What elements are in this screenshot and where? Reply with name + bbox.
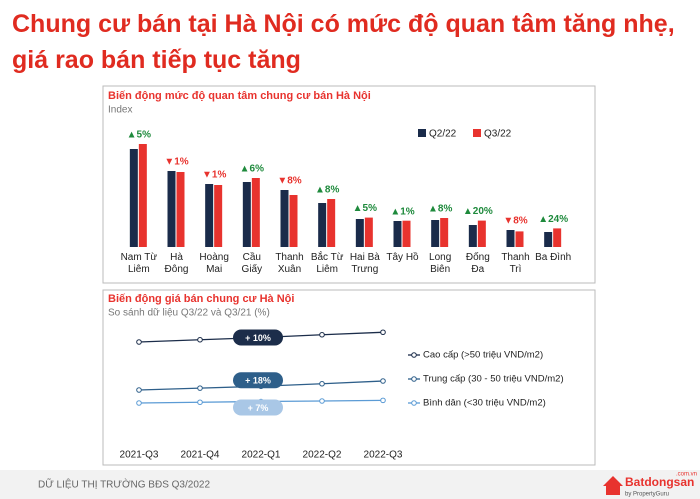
x-tick-label: 2021-Q3 — [120, 450, 159, 461]
bar — [214, 185, 223, 247]
point — [197, 336, 203, 343]
page-title: Chung cư bán tại Hà Nội có mức độ quan t… — [12, 10, 675, 74]
footer-text: DỮ LIỆU THỊ TRƯỜNG BĐS Q3/2022 — [38, 478, 210, 491]
x-tick-label: 2022-Q2 — [303, 450, 342, 461]
legend-swatch — [418, 129, 426, 137]
bar — [468, 225, 477, 247]
x-tick-label: Nam Từ Liêm — [120, 252, 158, 275]
bar — [138, 144, 147, 247]
point — [136, 400, 142, 406]
point — [197, 399, 203, 406]
bar — [506, 230, 515, 247]
x-tick-label: 2022-Q3 — [364, 450, 403, 461]
change-label: ▼1% — [202, 170, 226, 181]
bar — [167, 171, 176, 247]
bar — [327, 199, 336, 247]
bar — [176, 172, 185, 247]
x-tick-label: Thanh Xuân — [275, 252, 304, 275]
x-tick-label: Hoàng Mai — [199, 252, 229, 275]
x-tick-label: Ba Đình — [535, 252, 572, 263]
point — [319, 331, 325, 338]
x-tick-label: 2021-Q4 — [181, 450, 220, 461]
x-tick-label: Cầu Giấy — [241, 252, 263, 275]
bar — [242, 182, 251, 247]
bar — [477, 220, 486, 247]
point — [136, 387, 142, 393]
change-label: ▲5% — [127, 130, 151, 141]
logo-tagline: by PropertyGuru — [625, 492, 669, 498]
change-label: ▼8% — [277, 176, 301, 187]
point — [380, 329, 386, 336]
change-label: ▲8% — [315, 185, 339, 196]
x-tick-label: Đống Đa — [465, 252, 490, 275]
change-label: + 7% — [248, 403, 269, 413]
change-label: + 18% — [245, 376, 271, 386]
chart-subtitle: So sánh dữ liệu Q3/22 và Q3/21 (%) — [108, 308, 270, 319]
x-tick-label: 2022-Q1 — [242, 450, 281, 461]
change-label: ▲20% — [463, 206, 493, 217]
change-pill — [233, 372, 283, 389]
change-label: ▲1% — [390, 206, 414, 217]
chart-frame — [102, 85, 596, 284]
legend-label: Q2/22 — [429, 129, 457, 140]
logo-text: Batdongsan — [625, 475, 694, 489]
x-tick-label: Bắc Từ Liêm — [310, 252, 344, 275]
change-label: ▲8% — [428, 204, 452, 215]
chart-frame — [102, 289, 596, 466]
chart-title: Biến động giá bán chung cư Hà Nội — [108, 293, 294, 305]
x-tick-label: Long Biên — [429, 252, 452, 275]
logo-icon — [603, 476, 623, 495]
bar — [355, 219, 364, 247]
change-label: ▲24% — [538, 214, 568, 225]
bar — [440, 218, 449, 247]
bar — [553, 228, 562, 247]
bar — [129, 149, 138, 247]
legend-swatch — [473, 129, 481, 137]
change-label: ▼1% — [164, 157, 188, 168]
footer-band — [0, 470, 700, 499]
legend-marker — [411, 376, 417, 382]
point — [197, 385, 203, 391]
point — [136, 339, 142, 345]
bar — [364, 217, 373, 247]
legend-label: Trung cấp (30 - 50 triệu VND/m2) — [423, 374, 564, 385]
logo-domain: .com.vn — [676, 472, 697, 478]
bar — [289, 195, 298, 247]
legend-label: Q3/22 — [484, 129, 512, 140]
x-tick-label: Hà Đông — [164, 252, 189, 275]
bar — [205, 184, 214, 247]
x-tick-label: Tây Hồ — [386, 252, 419, 263]
bar — [402, 220, 411, 247]
legend-marker — [411, 400, 417, 406]
x-tick-label: Hai Bà Trưng — [349, 252, 380, 275]
bar — [318, 203, 327, 247]
bar — [431, 220, 440, 247]
change-label: ▲5% — [353, 203, 377, 214]
legend-label: Bình dân (<30 triệu VND/m2) — [423, 398, 546, 409]
bar — [393, 221, 402, 247]
legend-marker — [411, 352, 417, 358]
change-label: ▲6% — [240, 164, 264, 175]
bar — [544, 232, 553, 247]
point — [319, 380, 325, 387]
chart-title: Biến động mức độ quan tâm chung cư bán H… — [108, 90, 371, 102]
bar — [280, 190, 289, 247]
change-pill — [233, 399, 283, 416]
point — [380, 378, 386, 384]
change-pill — [233, 329, 283, 346]
bar — [515, 231, 524, 247]
change-label: ▼8% — [503, 216, 527, 227]
point — [319, 398, 325, 404]
point — [380, 397, 386, 404]
bar — [251, 178, 260, 247]
x-tick-label: Thanh Trì — [501, 252, 530, 275]
legend-label: Cao cấp (>50 triệu VND/m2) — [423, 350, 543, 361]
change-label: + 10% — [245, 333, 271, 343]
chart-subtitle: Index — [108, 105, 132, 116]
